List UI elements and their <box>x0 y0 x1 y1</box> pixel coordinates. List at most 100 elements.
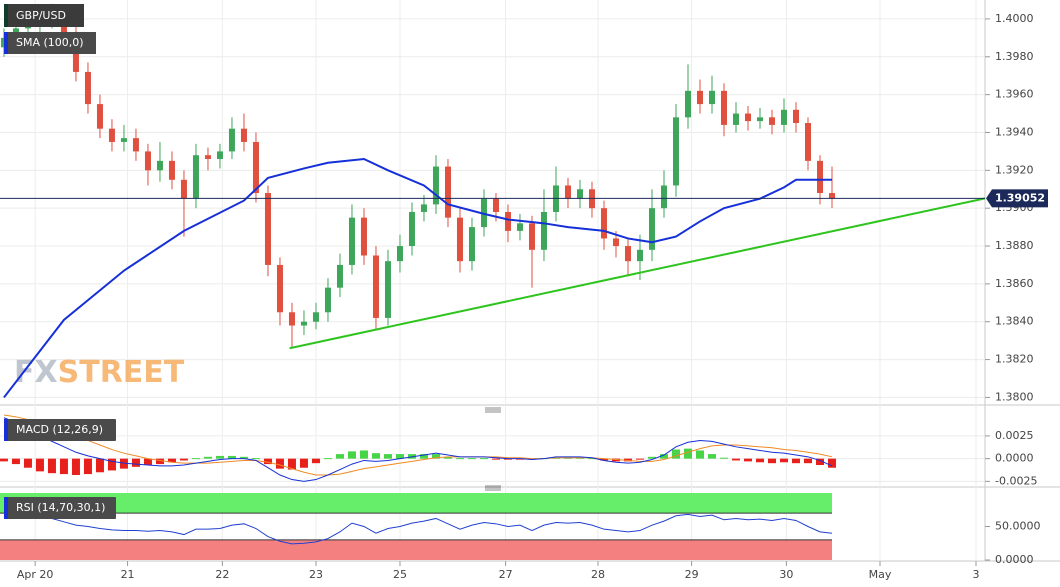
candle-body <box>816 160 823 194</box>
candle-body <box>660 185 667 209</box>
y-tick-label: 1.3920 <box>995 163 1034 176</box>
macd-histogram-bar <box>671 449 680 459</box>
macd-histogram-bar <box>803 458 812 464</box>
x-tick-label: 23 <box>309 568 323 581</box>
candle-body <box>312 312 319 322</box>
y-tick-label: 1.3940 <box>995 125 1034 138</box>
watermark-right: STREET <box>58 355 185 390</box>
y-tick-label: 1.3840 <box>995 315 1034 328</box>
candle-body <box>528 223 535 250</box>
candle-body <box>132 138 139 152</box>
legend-box <box>4 32 96 54</box>
macd-histogram-bar <box>743 458 752 462</box>
candle-body <box>300 321 307 326</box>
macd-histogram-bar <box>599 458 608 461</box>
chart-title: GBP/USD <box>16 9 66 22</box>
macd-histogram-bar <box>107 458 116 471</box>
y-tick-label: -0.0025 <box>995 474 1037 487</box>
x-tick-label: 25 <box>393 568 407 581</box>
candle-body <box>696 90 703 105</box>
candle-body <box>408 211 415 247</box>
macd-histogram-bar <box>95 458 104 473</box>
label-marker <box>4 419 8 441</box>
macd-histogram-bar <box>359 450 368 459</box>
overbought-band <box>0 493 832 514</box>
candle-body <box>564 185 571 199</box>
candle-body <box>708 90 715 105</box>
macd-histogram-bar <box>263 458 272 465</box>
y-tick-label: 1.4000 <box>995 12 1034 25</box>
macd-histogram-bar <box>203 456 212 459</box>
macd-histogram-bar <box>371 453 380 459</box>
macd-histogram-bar <box>767 458 776 464</box>
macd-histogram-bar <box>587 458 596 460</box>
macd-histogram-bar <box>647 456 656 459</box>
y-tick-label: 0.0000 <box>995 452 1034 465</box>
macd-histogram-bar <box>239 456 248 459</box>
y-tick-label: 1.3800 <box>995 390 1034 403</box>
oversold-band <box>0 539 832 560</box>
macd-histogram-bar <box>299 458 308 468</box>
legend-swatch <box>4 32 8 54</box>
last-price-label: 1.39052 <box>995 191 1045 204</box>
candle-body <box>540 211 547 250</box>
indicator-label: RSI (14,70,30,1) <box>16 501 105 514</box>
watermark: FXSTREET <box>14 355 185 390</box>
candle-body <box>144 151 151 171</box>
macd-histogram-bar <box>707 454 716 459</box>
macd-histogram-bar <box>755 458 764 463</box>
candle-body <box>456 217 463 262</box>
macd-histogram-bar <box>731 458 740 461</box>
macd-histogram-bar <box>227 455 236 459</box>
macd-histogram-bar <box>71 458 80 475</box>
label-box <box>4 419 116 441</box>
candle-body <box>804 123 811 161</box>
candle-body <box>348 217 355 265</box>
macd-histogram-bar <box>155 458 164 465</box>
candle-body <box>756 117 763 122</box>
candle-body <box>672 117 679 186</box>
candle-body <box>732 113 739 125</box>
candle-body <box>252 141 259 194</box>
signal-line <box>3 414 833 476</box>
y-tick-label: 1.3880 <box>995 239 1034 252</box>
macd-histogram-bar <box>347 451 356 459</box>
candle-body <box>276 264 283 313</box>
candle-body <box>468 227 475 262</box>
macd-histogram-bar <box>443 456 452 459</box>
candle-body <box>264 193 271 265</box>
macd-histogram-bar <box>131 458 140 467</box>
macd-histogram-bar <box>779 458 788 463</box>
candle-body <box>444 166 451 218</box>
macd-histogram-bar <box>815 458 824 465</box>
candle-body <box>576 189 583 199</box>
candle-body <box>504 211 511 231</box>
candle-body <box>204 155 211 159</box>
panel-grip <box>485 407 501 491</box>
candle-body <box>384 261 391 318</box>
macd-histogram-bar <box>0 458 8 462</box>
macd-histogram-bar <box>47 458 56 474</box>
candle-body <box>492 198 499 212</box>
macd-histogram-bar <box>35 458 44 472</box>
last-price-box <box>992 189 1048 208</box>
macd-line <box>3 417 833 482</box>
candle-body <box>216 151 223 159</box>
macd-histogram-bar <box>191 458 200 460</box>
macd-histogram-bar <box>791 458 800 464</box>
candle-body <box>432 166 439 205</box>
macd-histogram-bar <box>323 458 332 460</box>
candle-body <box>84 71 91 105</box>
x-tick-label: 22 <box>215 568 229 581</box>
macd-histogram-bar <box>179 458 188 461</box>
macd-histogram-bar <box>83 458 92 475</box>
trend-line <box>289 197 986 350</box>
x-tick-label: 30 <box>779 568 793 581</box>
candle-body <box>168 160 175 180</box>
x-tick-label: 3 <box>972 568 979 581</box>
candle-body <box>624 246 631 262</box>
x-tick-label: May <box>869 568 892 581</box>
candle-body <box>612 238 619 247</box>
